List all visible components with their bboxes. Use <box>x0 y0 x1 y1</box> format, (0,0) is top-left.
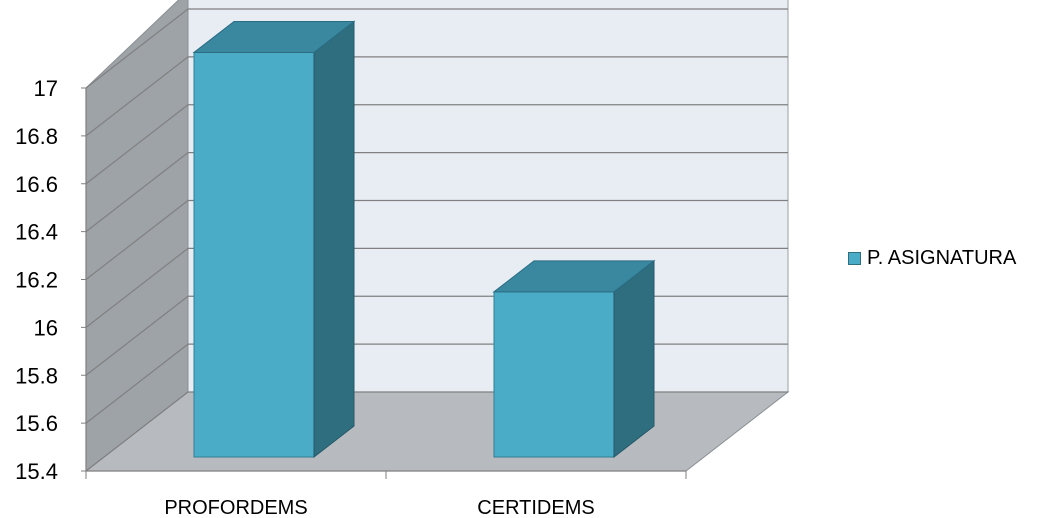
bar-front <box>193 51 315 458</box>
legend-label: P. ASIGNATURA <box>867 247 1017 269</box>
y-tick-label: 16 <box>34 315 58 340</box>
bar-side <box>313 20 355 459</box>
bars <box>192 20 656 459</box>
chart-walls <box>84 0 790 473</box>
bar-top <box>192 20 356 53</box>
y-axis-ticks: 15.4 15.6 15.8 16 16.2 16.4 16.6 16.8 17 <box>15 76 86 484</box>
floor <box>84 391 790 472</box>
y-tick-label: 16.6 <box>15 172 58 197</box>
x-axis-ticks: PROFORDEMS CERTIDEMS <box>85 471 687 518</box>
x-category-label: PROFORDEMS <box>164 497 307 518</box>
gridline <box>85 8 788 89</box>
gridline <box>85 104 788 185</box>
gridline <box>85 199 788 280</box>
gridline <box>85 56 788 137</box>
legend-swatch <box>848 252 861 265</box>
y-tick-label: 17 <box>34 76 58 101</box>
gridline <box>85 152 788 233</box>
legend: P. ASIGNATURA <box>848 247 1016 270</box>
gridline <box>85 247 788 328</box>
x-category-label: CERTIDEMS <box>477 497 594 518</box>
bar-top <box>492 260 656 293</box>
y-tick-label: 15.4 <box>15 459 58 484</box>
y-tick-label: 16.2 <box>15 268 58 293</box>
y-tick-label: 15.6 <box>15 411 58 436</box>
y-tick-label: 15.8 <box>15 363 58 388</box>
side-wall <box>85 0 189 473</box>
bar-front <box>493 291 615 458</box>
y-tick-label: 16.4 <box>15 220 58 245</box>
y-tick-label: 16.8 <box>15 124 58 149</box>
gridlines <box>85 8 788 472</box>
bar-side <box>613 259 655 459</box>
